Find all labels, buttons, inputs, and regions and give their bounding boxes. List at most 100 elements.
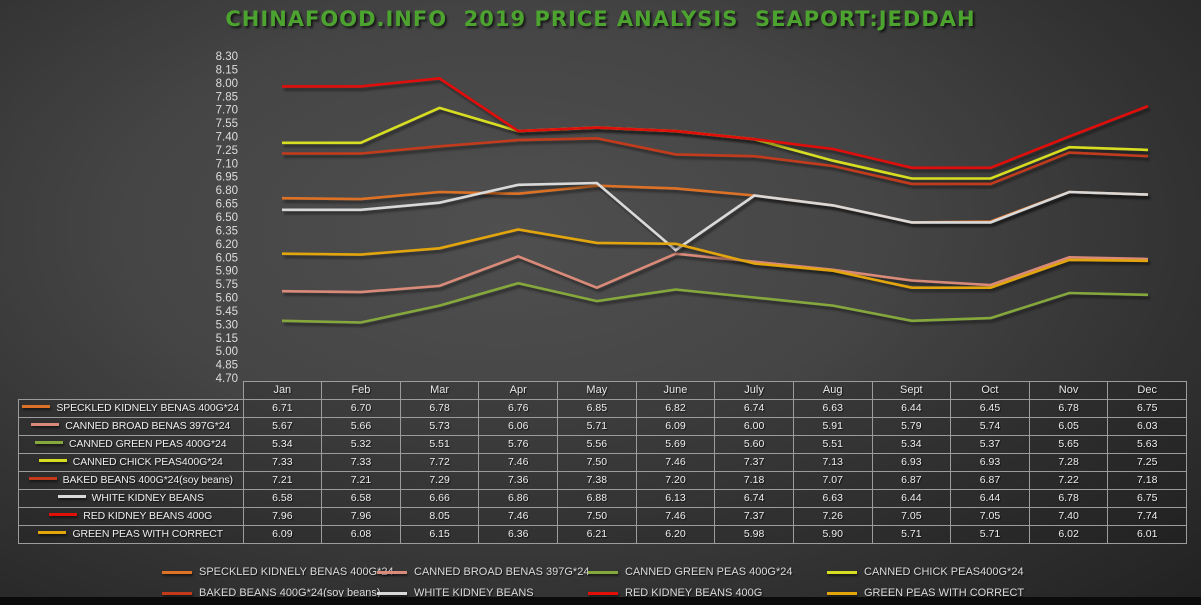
price-cell: 7.29: [399, 471, 480, 490]
price-cell: 5.37: [950, 435, 1030, 454]
price-cell: 5.34: [871, 435, 952, 454]
series-name: BAKED BEANS 400G*24(soy beans): [62, 474, 233, 486]
table-row: WHITE KIDNEY BEANS 6.58 6.58 6.66 6.86 6.88 6.…: [18, 489, 1187, 508]
price-cell: 6.02: [1028, 525, 1109, 544]
price-cell: 6.75: [1107, 399, 1187, 418]
price-cell: 5.91: [792, 417, 873, 436]
price-cell: 6.44: [871, 399, 952, 418]
price-cell: 6.21: [557, 525, 637, 544]
series-name: CANNED GREEN PEAS 400G*24: [69, 438, 227, 450]
price-cell: 6.36: [478, 525, 558, 544]
price-cell: 7.46: [635, 507, 716, 526]
price-cell: 6.70: [321, 399, 401, 418]
price-cell: 7.07: [792, 471, 873, 490]
y-axis-label: 6.35: [216, 225, 238, 237]
price-cell: 7.38: [557, 471, 637, 490]
price-cell: 7.18: [1107, 471, 1187, 490]
series-swatch-icon: [22, 405, 51, 409]
price-cell: 7.50: [557, 507, 637, 526]
price-cell: 6.86: [478, 489, 558, 508]
table-corner-cell: [19, 382, 244, 400]
y-axis-label: 5.90: [216, 266, 238, 278]
series-line-white-kidney-beans: [282, 181, 1149, 252]
month-header-cell: Nov: [1028, 381, 1109, 400]
month-header-cell: Feb: [321, 381, 401, 400]
price-cell: 5.73: [399, 417, 480, 436]
price-cell: 5.60: [714, 435, 794, 454]
price-cell: 5.98: [714, 525, 794, 544]
price-cell: 7.21: [242, 471, 323, 490]
table-row: CANNED GREEN PEAS 400G*24 5.34 5.32 5.51 5.7…: [18, 435, 1187, 454]
price-cell: 6.78: [1028, 489, 1109, 508]
price-cell: 6.13: [635, 489, 716, 508]
series-line-canned-chick-peas400g-24: [282, 106, 1149, 180]
series-line-canned-broad-benas-397g-24: [281, 252, 1149, 294]
price-cell: 7.13: [792, 453, 873, 472]
series-line-speckled-kidnely-benas-400g-24: [281, 184, 1149, 224]
y-axis-label: 5.60: [216, 293, 238, 305]
month-header-cell: Jan: [242, 381, 323, 400]
price-cell: 5.34: [242, 435, 323, 454]
price-cell: 7.50: [557, 453, 637, 472]
y-axis-label: 5.15: [216, 333, 238, 345]
series-name: RED KIDNEY BEANS 400G: [83, 510, 213, 522]
legend-label: CANNED GREEN PEAS 400G*24: [625, 566, 793, 578]
y-axis-label: 8.15: [216, 64, 238, 76]
y-axis-label: 6.95: [216, 172, 238, 184]
y-axis-label: 7.10: [216, 158, 238, 170]
y-axis-label: 7.40: [216, 132, 238, 144]
page-title: CHINAFOOD.INFO 2019 PRICE ANALYSIS SEAPO…: [225, 7, 976, 31]
series-line-baked-beans-400g-24-soy-beans: [282, 136, 1149, 186]
price-cell: 6.76: [478, 399, 558, 418]
series-line-red-kidney-beans-400g: [282, 77, 1149, 170]
legend-swatch-icon: [377, 570, 407, 574]
y-axis-label: 5.00: [216, 346, 238, 358]
price-cell: 8.05: [399, 507, 480, 526]
price-cell: 7.20: [635, 471, 716, 490]
price-cell: 6.08: [321, 525, 401, 544]
price-cell: 6.45: [950, 399, 1030, 418]
price-table: Jan Feb Mar Apr May June July Aug Sept Oct Nov Dec …: [18, 381, 1187, 544]
series-label-cell: WHITE KIDNEY BEANS: [18, 489, 244, 508]
price-cell: 6.63: [792, 399, 873, 418]
price-cell: 7.74: [1107, 507, 1187, 526]
legend-swatch-icon: [377, 591, 407, 595]
price-cell: 7.96: [242, 507, 323, 526]
price-cell: 6.15: [399, 525, 480, 544]
legend-swatch-icon: [827, 591, 857, 595]
series-swatch-icon: [28, 477, 57, 481]
price-cell: 7.37: [714, 507, 794, 526]
price-cell: 6.09: [635, 417, 716, 436]
price-cell: 7.18: [714, 471, 794, 490]
y-axis: 8.308.15 8.007.85 7.707.55 7.407.257.10 6.95…: [216, 51, 238, 385]
price-cell: 7.26: [792, 507, 873, 526]
price-cell: 7.33: [242, 453, 323, 472]
y-axis-label: 8.00: [216, 78, 238, 90]
price-cell: 7.22: [1028, 471, 1109, 490]
price-cell: 5.56: [557, 435, 637, 454]
series-label-cell: BAKED BEANS 400G*24(soy beans): [18, 471, 244, 490]
price-cell: 5.51: [792, 435, 873, 454]
price-cell: 6.58: [242, 489, 323, 508]
legend-swatch-icon: [827, 570, 857, 574]
y-axis-label: 8.30: [216, 51, 238, 63]
month-header-cell: Aug: [792, 381, 873, 400]
y-axis-label: 6.50: [216, 212, 238, 224]
price-cell: 6.82: [635, 399, 716, 418]
price-cell: 5.90: [792, 525, 873, 544]
series-label-cell: CANNED CHICK PEAS400G*24: [18, 453, 244, 472]
y-axis-label: 5.75: [216, 279, 238, 291]
price-cell: 5.69: [635, 435, 716, 454]
price-cell: 6.05: [1028, 417, 1109, 436]
price-cell: 5.51: [399, 435, 480, 454]
price-cell: 5.79: [871, 417, 952, 436]
table-row: BAKED BEANS 400G*24(soy beans) 7.21 7.21 7.…: [18, 471, 1187, 490]
y-axis-label: 7.55: [216, 118, 238, 130]
series-name: WHITE KIDNEY BEANS: [91, 492, 204, 504]
legend-swatch-icon: [588, 570, 618, 574]
price-cell: 6.44: [871, 489, 952, 508]
series-label-cell: CANNED GREEN PEAS 400G*24: [18, 435, 244, 454]
price-cell: 6.09: [242, 525, 323, 544]
price-cell: 6.93: [950, 453, 1030, 472]
y-axis-label: 7.70: [216, 105, 238, 117]
